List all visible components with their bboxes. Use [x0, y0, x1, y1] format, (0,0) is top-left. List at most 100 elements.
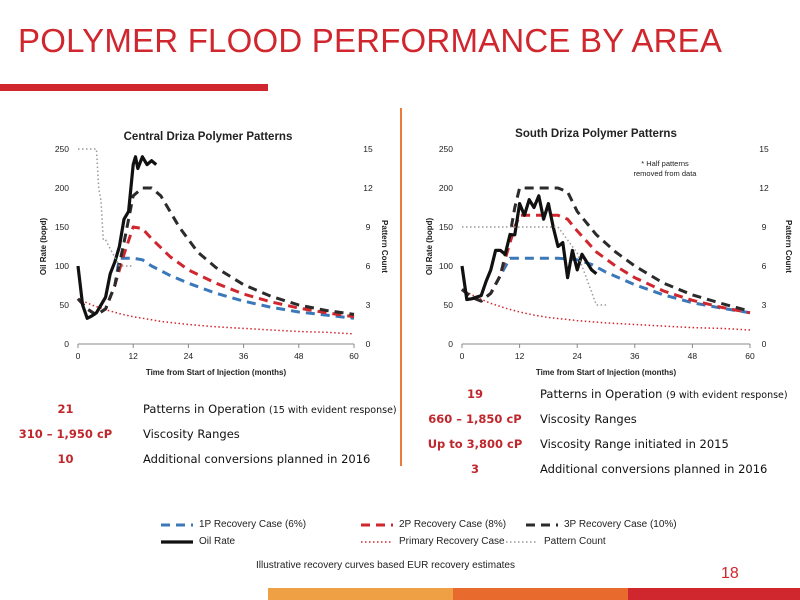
- legend-label: 3P Recovery Case (10%): [564, 519, 677, 530]
- stat-value: 660 – 1,850 cP: [428, 412, 522, 426]
- stat-value: 19: [466, 387, 483, 401]
- legend-label: Primary Recovery Case: [399, 536, 505, 547]
- x-tick-label: 48: [688, 351, 698, 361]
- y2-tick-label: 9: [762, 222, 767, 232]
- x-tick-label: 24: [184, 351, 194, 361]
- series-primary-recovery-case: [77, 298, 355, 335]
- central-stats-panel: 21 Patterns in Operation (15 with evident…: [8, 402, 398, 487]
- y-tick-label: 200: [55, 183, 69, 193]
- y2-tick-label: 9: [366, 222, 371, 232]
- y-tick-label: 0: [448, 339, 453, 349]
- y2-tick-label: 3: [366, 300, 371, 310]
- series-pattern-count: [78, 148, 134, 267]
- legend-label: 2P Recovery Case (8%): [399, 519, 507, 530]
- y-tick-label: 50: [60, 300, 70, 310]
- stat-label-note: (9 with evident response): [666, 390, 788, 401]
- footnote: Illustrative recovery curves based EUR r…: [256, 560, 515, 571]
- stat-label: Patterns in Operation (15 with evident r…: [143, 402, 397, 416]
- x-tick-label: 24: [572, 351, 582, 361]
- stat-label: Additional conversions planned in 2016: [540, 462, 768, 476]
- chart-title: South Driza Polymer Patterns: [515, 128, 677, 140]
- legend-item: 2P Recovery Case (8%): [360, 519, 506, 530]
- chart-note: * Half patterns removed from data: [634, 159, 698, 178]
- legend-item: 1P Recovery Case (6%): [160, 519, 306, 530]
- stat-label: Viscosity Range initiated in 2015: [540, 437, 729, 451]
- chart-title: Central Driza Polymer Patterns: [124, 131, 293, 143]
- page-number: 18: [721, 565, 739, 582]
- bottom-rule-segment-3: [628, 588, 800, 600]
- south-stats-panel: 19 Patterns in Operation (9 with evident …: [420, 387, 795, 497]
- title-underline: [0, 84, 268, 91]
- legend-label: 1P Recovery Case (6%): [199, 519, 307, 530]
- stat-label-note: (15 with evident response): [269, 405, 397, 416]
- y2-tick-label: 12: [759, 183, 769, 193]
- legend-swatch: [506, 540, 538, 543]
- x-tick-label: 0: [76, 351, 81, 361]
- vertical-divider: [400, 108, 402, 466]
- y2-tick-label: 12: [363, 183, 373, 193]
- y-axis-label: Oil Rate (bopd): [425, 218, 434, 276]
- legend-item: Oil Rate: [160, 536, 235, 547]
- x-tick-label: 48: [294, 351, 304, 361]
- stat-label: Patterns in Operation (9 with evident re…: [540, 387, 788, 401]
- legend-label: Oil Rate: [199, 536, 236, 547]
- stat-value: 310 – 1,950 cP: [18, 427, 113, 441]
- y-tick-label: 0: [64, 339, 69, 349]
- legend-item: Primary Recovery Case: [360, 536, 505, 547]
- series-pattern-count: [462, 226, 606, 306]
- x-axis-label: Time from Start of Injection (months): [536, 368, 677, 377]
- y2-tick-label: 15: [363, 144, 373, 154]
- y-tick-label: 250: [55, 144, 69, 154]
- y2-axis-label: Pattern Count: [784, 220, 793, 273]
- x-tick-label: 60: [349, 351, 359, 361]
- y2-axis-label: Pattern Count: [380, 220, 389, 273]
- legend-swatch: [161, 539, 193, 544]
- slide-title: POLYMER FLOOD PERFORMANCE BY AREA: [18, 22, 723, 59]
- y-tick-label: 50: [444, 300, 454, 310]
- x-tick-label: 36: [239, 351, 249, 361]
- series-oil-rate: [76, 155, 158, 320]
- y2-tick-label: 6: [366, 261, 371, 271]
- y2-tick-label: 15: [759, 144, 769, 154]
- y-tick-label: 250: [439, 144, 453, 154]
- y-tick-label: 100: [55, 261, 69, 271]
- series-2p-recovery-case-8: [461, 213, 751, 315]
- legend-swatch: [361, 523, 393, 526]
- x-axis-label: Time from Start of Injection (months): [146, 368, 287, 377]
- stat-value: Up to 3,800 cP: [427, 437, 523, 451]
- stat-value: 3: [470, 462, 479, 476]
- y2-tick-label: 0: [366, 339, 371, 349]
- y-tick-label: 100: [439, 261, 453, 271]
- legend-swatch: [526, 523, 558, 526]
- stat-label: Additional conversions planned in 2016: [143, 452, 371, 466]
- series-oil-rate: [460, 194, 598, 302]
- series-3p-recovery-case-10: [76, 186, 355, 317]
- stat-value: 21: [57, 402, 74, 416]
- legend-item: 3P Recovery Case (10%): [525, 519, 677, 530]
- y2-tick-label: 3: [762, 300, 767, 310]
- x-tick-label: 36: [630, 351, 640, 361]
- series-primary-recovery-case: [461, 288, 751, 331]
- x-tick-label: 12: [515, 351, 525, 361]
- y2-tick-label: 6: [762, 261, 767, 271]
- y-tick-label: 150: [55, 222, 69, 232]
- stat-value: 10: [57, 452, 74, 466]
- stat-label: Viscosity Ranges: [143, 427, 240, 441]
- y-axis-label: Oil Rate (bopd): [39, 218, 48, 276]
- legend-item: Pattern Count: [505, 536, 606, 547]
- y-tick-label: 150: [439, 222, 453, 232]
- series-3p-recovery-case-10: [461, 186, 751, 313]
- y2-tick-label: 0: [762, 339, 767, 349]
- x-tick-label: 60: [745, 351, 755, 361]
- x-tick-label: 12: [128, 351, 138, 361]
- bottom-rule-segment-1: [268, 588, 453, 600]
- legend-label: Pattern Count: [544, 536, 606, 547]
- legend-swatch: [361, 540, 393, 543]
- stat-label: Viscosity Ranges: [540, 412, 637, 426]
- chart-legend: 1P Recovery Case (6%) 2P Recovery Case (8…: [160, 519, 680, 555]
- legend-swatch: [161, 523, 193, 526]
- bottom-rule-segment-2: [453, 588, 628, 600]
